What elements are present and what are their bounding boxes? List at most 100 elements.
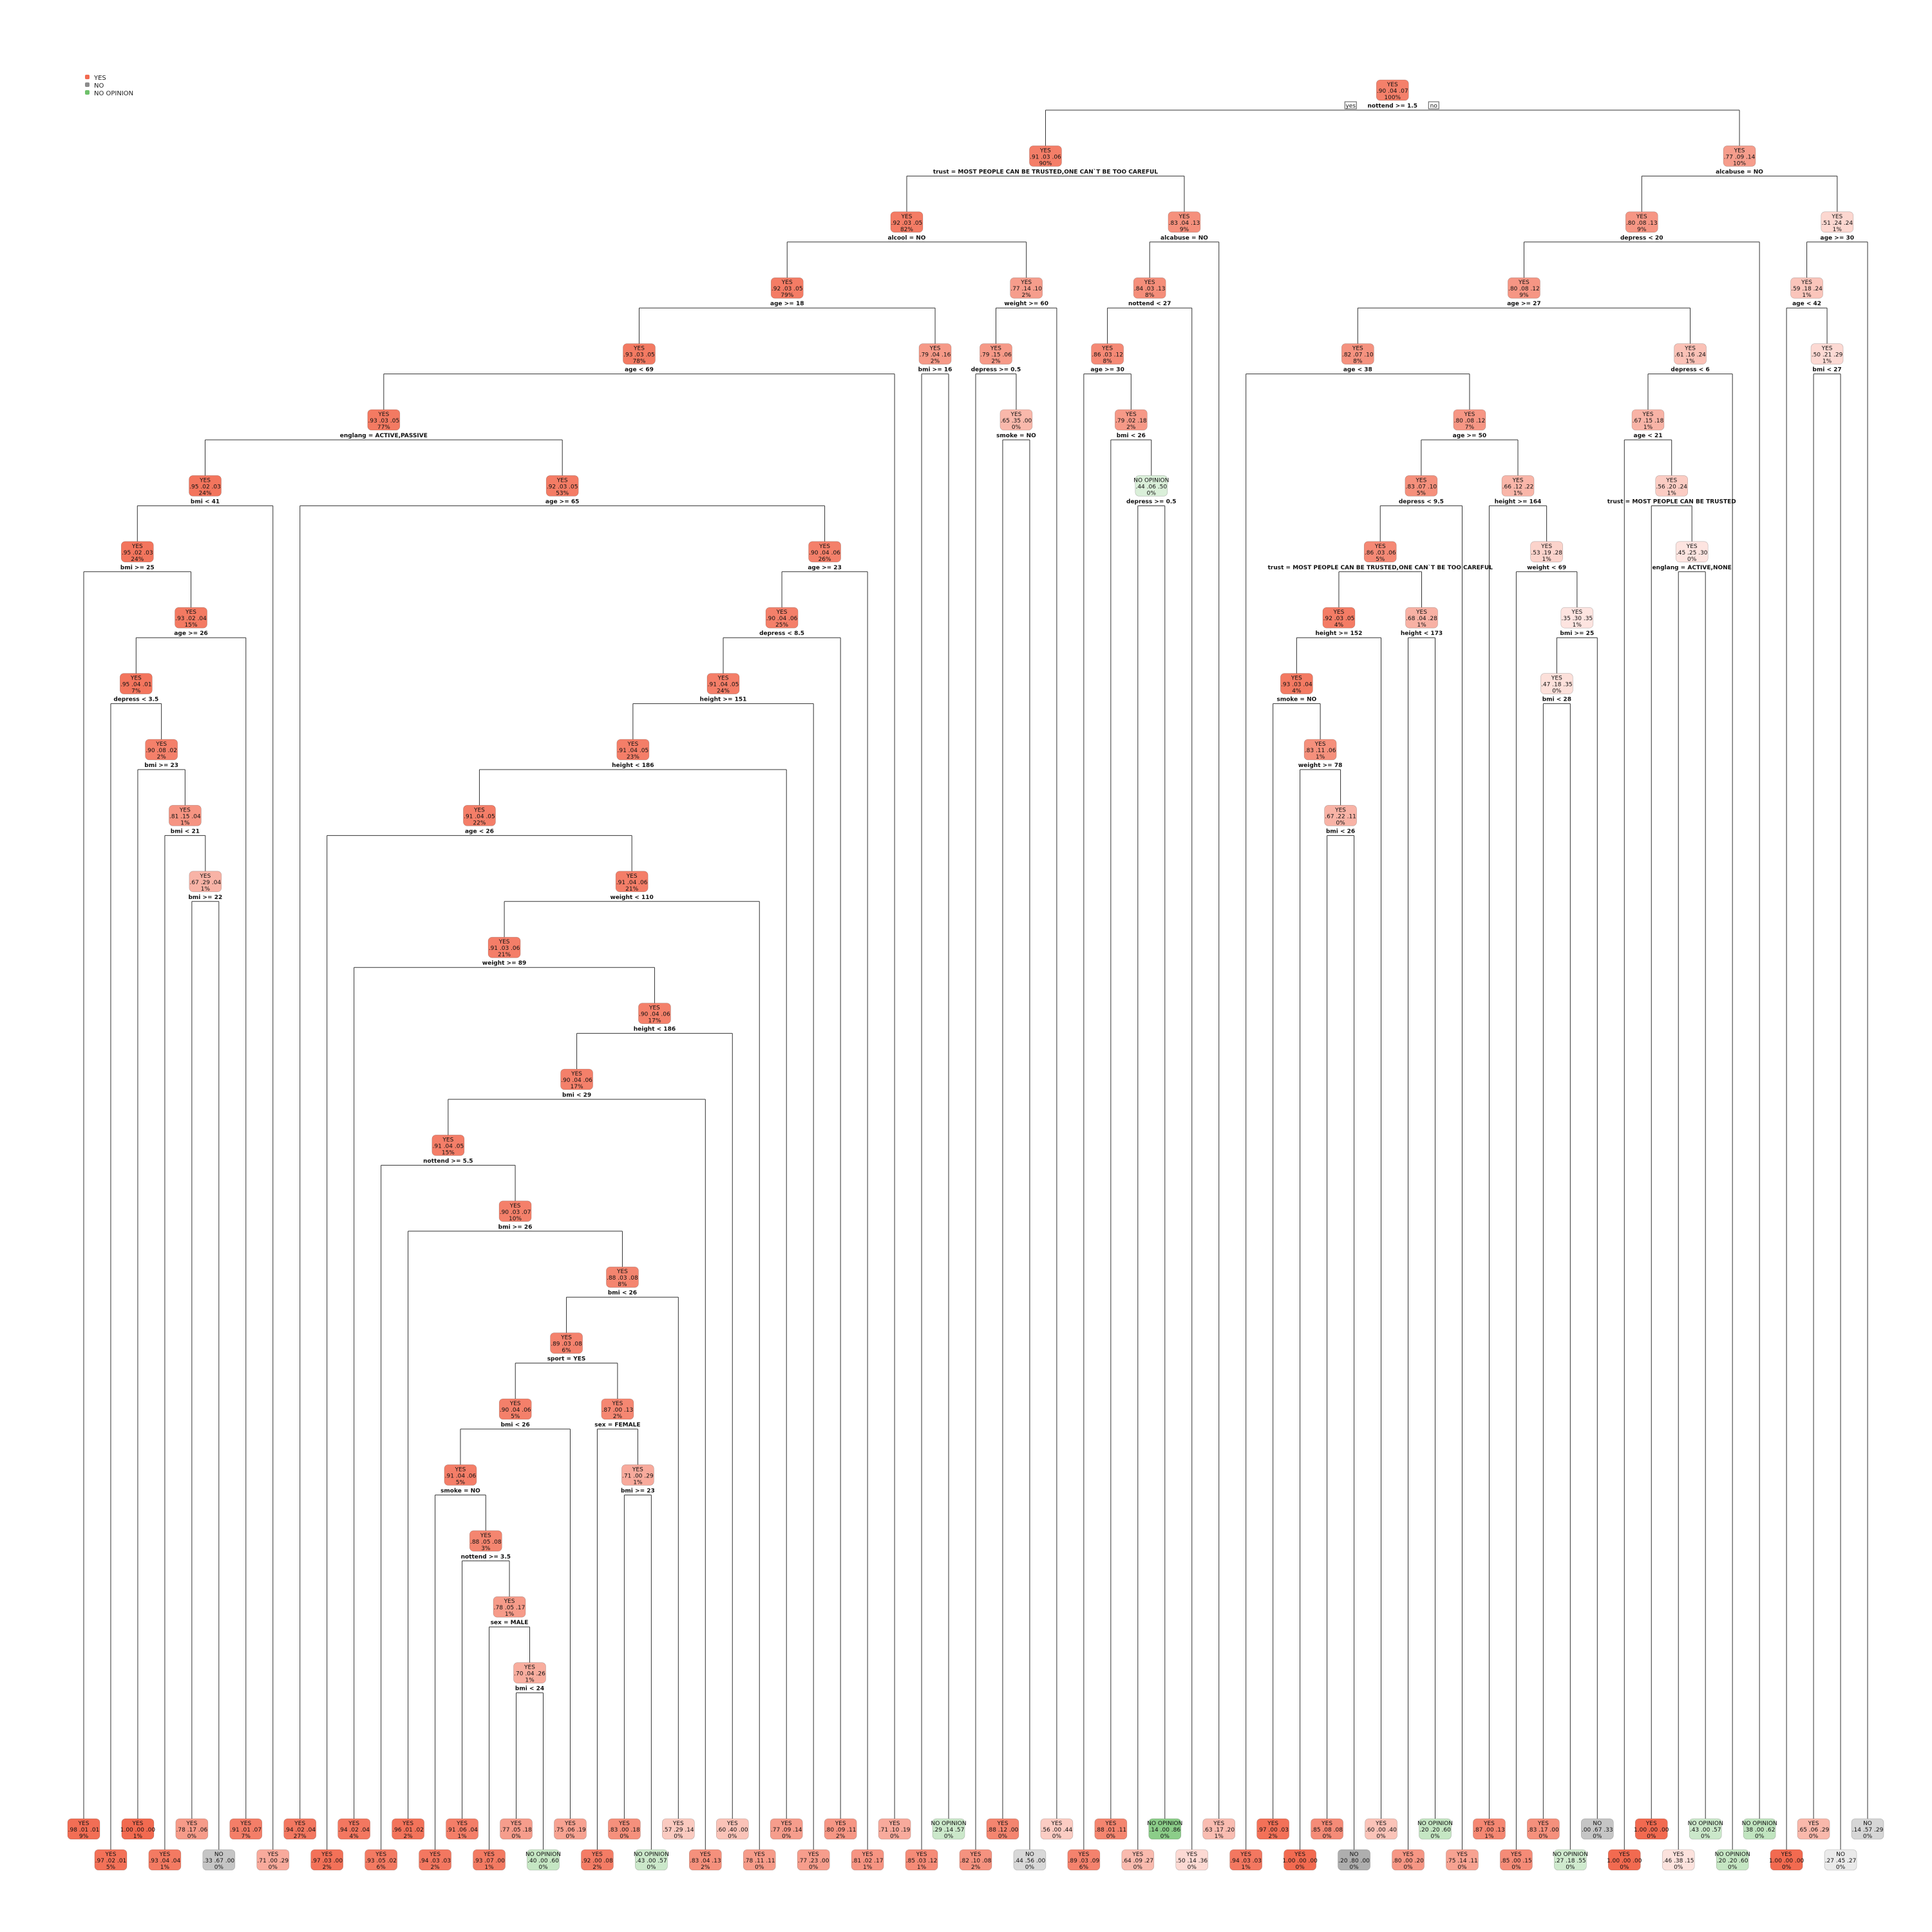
node-probabilities: .71 .00 .29 [622, 1473, 654, 1479]
tree-leaf: NO OPINION.29 .14 .570% [931, 1818, 967, 1840]
legend-swatch-no-opinion [85, 90, 90, 95]
node-class-label: YES [131, 1821, 143, 1827]
split-label: age < 69 [625, 367, 654, 374]
node-probabilities: .57 .29 .14 [663, 1827, 694, 1833]
node-box [365, 1849, 397, 1871]
node-box [765, 607, 799, 629]
split-label: bmi < 26 [1326, 828, 1355, 835]
node-class-label: YES [1416, 609, 1427, 616]
tree-leaf: NO.33 .67 .000% [202, 1849, 236, 1871]
node-probabilities: .66 .12 .22 [1502, 484, 1534, 490]
node-class-label: YES [179, 807, 191, 813]
split-label: bmi >= 25 [1560, 630, 1594, 637]
node-box [905, 1849, 938, 1871]
tree-leaf: NO OPINION.40 .00 .600% [526, 1849, 561, 1871]
node-box [808, 541, 841, 563]
node-box [469, 1530, 502, 1552]
tree-leaf: YES.97 .00 .032% [1256, 1818, 1289, 1840]
node-class-label: NO OPINION [1742, 1821, 1777, 1827]
node-box [1810, 343, 1844, 365]
node-probabilities: .82 .07 .10 [1342, 352, 1374, 359]
tree-leaf: YES.82 .10 .082% [959, 1849, 992, 1871]
node-class-label: YES [1551, 676, 1562, 682]
node-percentage: 2% [701, 1864, 710, 1871]
node-probabilities: .65 .35 .00 [1001, 418, 1032, 424]
node-probabilities: .91 .04 .06 [445, 1473, 477, 1479]
node-box [1168, 211, 1201, 233]
legend-swatch-yes [85, 75, 90, 79]
node-class-label: YES [627, 741, 638, 748]
node-probabilities: .14 .00 .86 [1149, 1827, 1180, 1833]
node-probabilities: .82 .10 .08 [960, 1858, 992, 1864]
node-class-label: YES [1665, 477, 1677, 484]
node-box [473, 1849, 506, 1871]
node-probabilities: .80 .09 .11 [825, 1827, 857, 1833]
node-probabilities: .92 .03 .05 [547, 484, 578, 490]
node-percentage: 1% [1667, 490, 1677, 497]
node-box [498, 1398, 532, 1420]
tree-leaf: YES.91 .06 .041% [446, 1818, 478, 1840]
node-box [560, 1068, 593, 1090]
node-percentage: 10% [509, 1216, 522, 1222]
node-box [431, 1135, 465, 1156]
node-box [444, 1464, 477, 1486]
node-box [419, 1849, 451, 1871]
node-probabilities: .67 .29 .04 [190, 880, 222, 886]
node-box [1040, 1818, 1074, 1840]
split-label: englang = ACTIVE,NONE [1653, 565, 1732, 571]
node-class-label: YES [1831, 214, 1842, 220]
node-class-label: YES [1352, 346, 1363, 352]
node-percentage: 24% [717, 688, 730, 695]
node-box [1405, 607, 1438, 629]
tree-node: YES.83 .07 .105%depress < 9.5 [1399, 475, 1444, 505]
node-class-label: YES [1808, 1821, 1819, 1827]
node-probabilities: .64 .09 .27 [1122, 1858, 1153, 1864]
node-box [1121, 1849, 1155, 1871]
node-box [1716, 1849, 1749, 1871]
branch-no-label: no [1430, 103, 1438, 109]
node-class-label: YES [1077, 1852, 1089, 1858]
node-class-label: YES [348, 1821, 359, 1827]
split-label: depress < 8.5 [759, 630, 804, 637]
node-class-label: YES [611, 1401, 623, 1407]
node-percentage: 79% [781, 292, 793, 299]
node-probabilities: .78 .11 .11 [744, 1858, 775, 1864]
tree-node: YES.71 .00 .291% bmi >= 23 [621, 1464, 655, 1494]
tree-node: YES.79 .02 .182% bmi < 26 [1115, 409, 1148, 439]
node-percentage: 9% [1637, 227, 1647, 233]
node-box [1500, 1849, 1533, 1871]
node-percentage: 17% [648, 1018, 661, 1025]
split-label: age < 26 [465, 828, 494, 835]
node-class-label: YES [1463, 412, 1475, 418]
branch-yes-label: yes [1345, 103, 1356, 109]
node-percentage: 5% [1417, 490, 1426, 497]
node-probabilities: .59 .18 .24 [1791, 286, 1823, 292]
tree-node: YES.91 .04 .065% smoke = NO [440, 1464, 480, 1494]
node-percentage: 0% [1782, 1864, 1792, 1871]
tree-node: YES.89 .03 .086% sport = YES [547, 1332, 585, 1363]
node-probabilities: .90 .04 .06 [766, 616, 798, 622]
tree-leaf: YES.71 .00 .290% [256, 1849, 290, 1871]
node-box [1324, 805, 1357, 826]
node-percentage: 1% [1833, 227, 1842, 233]
node-percentage: 7% [1465, 424, 1475, 431]
tree-node: YES.45 .25 .300% englang = ACTIVE,NONE [1653, 541, 1732, 571]
node-box [797, 1849, 830, 1871]
node-class-label: YES [1821, 346, 1833, 352]
node-box [1689, 1818, 1722, 1840]
node-box [715, 1818, 749, 1840]
node-percentage: 0% [944, 1833, 954, 1840]
node-percentage: 1% [633, 1479, 643, 1486]
node-probabilities: .60 .40 .00 [717, 1827, 748, 1833]
node-percentage: 78% [632, 359, 645, 365]
node-percentage: 0% [782, 1833, 791, 1840]
split-label: height < 186 [612, 762, 654, 769]
node-box [1501, 475, 1535, 497]
node-class-label: YES [990, 346, 1001, 352]
node-percentage: 2% [931, 359, 940, 365]
